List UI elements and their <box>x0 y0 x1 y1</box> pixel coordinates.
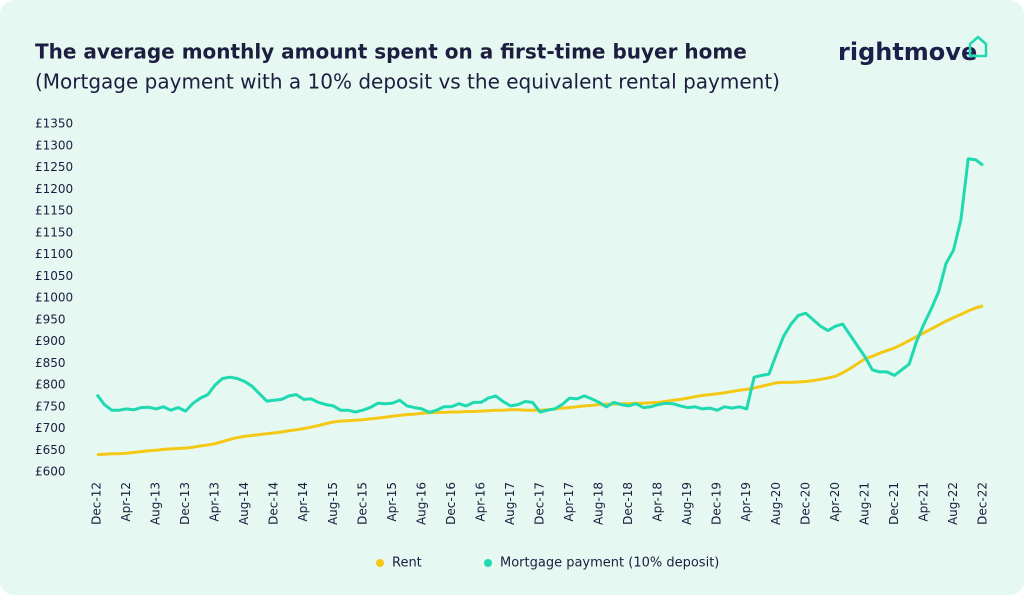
x-tick-label: Aug-22 <box>946 482 960 525</box>
x-tick-label: Apr-21 <box>916 482 930 522</box>
y-tick-label: £600 <box>35 465 66 479</box>
y-tick-label: £1300 <box>35 138 73 152</box>
y-tick-label: £800 <box>35 378 66 392</box>
brand-logo: rightmove <box>838 38 977 66</box>
x-tick-label: Aug-17 <box>503 482 517 525</box>
legend-marker <box>484 559 492 567</box>
y-tick-label: £1000 <box>35 291 73 305</box>
y-tick-label: £1350 <box>35 117 73 131</box>
x-tick-label: Apr-16 <box>473 482 487 522</box>
x-tick-label: Apr-14 <box>296 482 310 522</box>
y-tick-label: £900 <box>35 334 66 348</box>
x-tick-label: Dec-21 <box>887 482 901 525</box>
x-tick-label: Dec-16 <box>444 482 458 525</box>
x-tick-label: Aug-13 <box>149 482 163 525</box>
x-tick-label: Dec-12 <box>90 482 104 525</box>
x-tick-label: Dec-13 <box>178 482 192 525</box>
y-tick-label: £1050 <box>35 269 73 283</box>
x-tick-label: Apr-17 <box>562 482 576 522</box>
x-tick-label: Aug-18 <box>592 482 606 525</box>
y-tick-label: £850 <box>35 356 66 370</box>
y-tick-label: £1150 <box>35 204 73 218</box>
y-tick-label: £950 <box>35 312 66 326</box>
y-tick-label: £750 <box>35 399 66 413</box>
x-tick-label: Dec-18 <box>621 482 635 525</box>
brand-icon <box>968 35 988 58</box>
x-tick-label: Aug-21 <box>857 482 871 525</box>
y-tick-label: £650 <box>35 443 66 457</box>
x-tick-label: Apr-15 <box>385 482 399 522</box>
x-tick-label: Aug-19 <box>680 482 694 525</box>
x-tick-label: Aug-16 <box>414 482 428 525</box>
y-tick-label: £1150 <box>35 225 73 239</box>
legend-marker <box>376 559 384 567</box>
x-tick-label: Dec-20 <box>798 482 812 525</box>
y-tick-label: £1200 <box>35 182 73 196</box>
x-tick-label: Apr-12 <box>119 482 133 522</box>
series-line <box>95 157 984 414</box>
x-tick-label: Aug-15 <box>326 482 340 525</box>
y-tick-label: £700 <box>35 421 66 435</box>
x-tick-label: Apr-19 <box>739 482 753 522</box>
x-tick-label: Dec-14 <box>267 482 281 525</box>
x-tick-label: Aug-14 <box>237 482 251 525</box>
chart-title: The average monthly amount spent on a fi… <box>35 40 747 64</box>
legend-label: Rent <box>392 556 422 571</box>
x-tick-label: Apr-13 <box>208 482 222 522</box>
y-tick-label: £1250 <box>35 160 73 174</box>
x-tick-label: Dec-19 <box>710 482 724 525</box>
x-tick-label: Dec-15 <box>355 482 369 525</box>
x-tick-label: Apr-18 <box>651 482 665 522</box>
x-tick-label: Dec-17 <box>533 482 547 525</box>
chart-subtitle: (Mortgage payment with a 10% deposit vs … <box>35 70 780 94</box>
x-tick-label: Aug-20 <box>769 482 783 525</box>
x-tick-label: Dec-22 <box>976 482 990 525</box>
legend-label: Mortgage payment (10% deposit) <box>500 556 719 571</box>
y-tick-label: £1100 <box>35 247 73 261</box>
x-tick-label: Apr-20 <box>828 482 842 522</box>
